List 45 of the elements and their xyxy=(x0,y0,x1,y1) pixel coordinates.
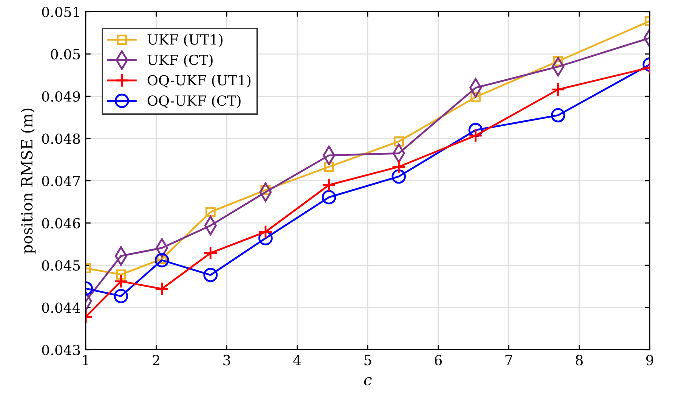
x-tick-label: 4 xyxy=(294,355,302,366)
y-axis-title: position RMSE (m) xyxy=(21,108,36,254)
point xyxy=(116,270,126,280)
legend-label: UKF (CT) xyxy=(148,54,213,68)
point xyxy=(470,92,481,102)
x-tick-label: 1 xyxy=(83,355,88,366)
point xyxy=(258,224,273,240)
point xyxy=(551,108,566,123)
y-tick-label: 0.047 xyxy=(42,176,80,186)
point xyxy=(394,136,404,147)
x-tick-label: 6 xyxy=(435,355,442,366)
x-tick-label: 8 xyxy=(576,355,583,366)
x-tick-label: 7 xyxy=(506,355,512,366)
point xyxy=(468,123,484,138)
legend-label: UKF (UT1) xyxy=(148,34,223,47)
x-tick-label: 5 xyxy=(364,355,372,366)
point xyxy=(322,190,336,205)
y-tick-label: 0.049 xyxy=(42,91,80,102)
point xyxy=(322,178,336,192)
y-tick-label: 0.043 xyxy=(42,344,80,356)
point xyxy=(114,274,128,289)
legend-label: OQ-UKF (CT) xyxy=(148,95,241,108)
point xyxy=(551,82,566,97)
point xyxy=(154,282,170,296)
y-tick-label: 0.05 xyxy=(51,49,80,60)
point xyxy=(258,231,273,246)
y-tick-label: 0.046 xyxy=(42,218,80,229)
point xyxy=(154,253,170,268)
x-tick-label: 3 xyxy=(224,355,230,366)
y-tick-label: 0.045 xyxy=(42,260,80,271)
x-tick-label: 9 xyxy=(646,355,654,366)
point xyxy=(206,207,216,218)
y-tick-label: 0.044 xyxy=(42,302,80,314)
point xyxy=(204,268,218,282)
point xyxy=(392,170,406,184)
point xyxy=(114,289,128,304)
x-axis-title: c xyxy=(364,377,372,386)
x-tick-label: 2 xyxy=(153,355,160,366)
point xyxy=(392,160,406,174)
legend-label: OQ-UKF (UT1) xyxy=(148,74,251,88)
point xyxy=(324,162,334,172)
y-tick-label: 0.051 xyxy=(42,6,80,18)
point xyxy=(204,246,218,260)
y-tick-label: 0.048 xyxy=(42,134,80,144)
point xyxy=(468,128,484,143)
